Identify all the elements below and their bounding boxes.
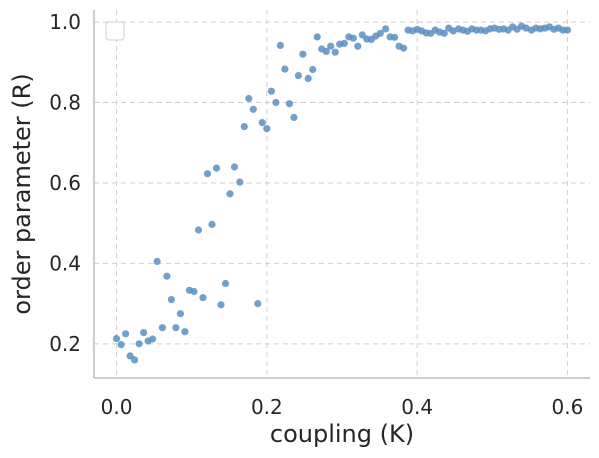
data-point: [131, 356, 139, 364]
data-points: [112, 22, 572, 364]
data-point: [294, 72, 302, 80]
data-point: [158, 324, 166, 332]
x-tick-labels: 0.0 0.2 0.4 0.6: [101, 395, 584, 419]
x-tick-label: 0.2: [251, 395, 283, 419]
data-point: [112, 335, 121, 343]
data-point: [153, 257, 161, 265]
axes: [93, 10, 590, 379]
data-point: [340, 39, 348, 48]
x-axis-label: coupling (K): [270, 420, 414, 448]
data-point: [285, 100, 293, 108]
data-point: [167, 296, 175, 304]
data-point: [221, 279, 230, 288]
data-point: [281, 65, 289, 73]
data-point: [258, 119, 266, 127]
data-point: [304, 74, 312, 82]
y-tick-labels: 0.2 0.4 0.6 0.8 1.0: [49, 10, 81, 356]
data-point: [254, 300, 262, 308]
data-point: [172, 324, 180, 332]
y-tick-label: 1.0: [49, 10, 81, 34]
data-point: [290, 113, 298, 121]
y-tick-label: 0.6: [49, 171, 81, 195]
data-point: [199, 294, 207, 302]
data-point: [263, 125, 271, 133]
data-point: [122, 330, 130, 338]
data-point: [563, 26, 572, 34]
data-point: [440, 29, 448, 37]
data-point: [349, 34, 357, 42]
data-point: [176, 310, 184, 318]
data-point: [226, 190, 234, 198]
data-point: [236, 178, 244, 186]
data-point: [117, 341, 125, 349]
data-point: [149, 335, 157, 343]
data-point: [203, 170, 212, 178]
data-point: [212, 164, 221, 172]
x-tick-label: 0.0: [101, 395, 133, 419]
x-tick-label: 0.4: [401, 395, 433, 419]
x-tick-label: 0.6: [552, 395, 584, 419]
data-point: [322, 47, 330, 56]
data-point: [217, 301, 225, 309]
y-tick-label: 0.8: [49, 91, 81, 115]
data-point: [230, 163, 239, 171]
data-point: [194, 226, 203, 234]
data-point: [181, 328, 189, 336]
data-point: [240, 123, 248, 131]
data-point: [140, 329, 148, 337]
data-point: [313, 33, 321, 41]
data-point: [309, 65, 317, 74]
data-point: [276, 41, 284, 50]
data-point: [190, 287, 198, 296]
data-point: [327, 42, 335, 50]
data-point: [299, 50, 307, 58]
data-point: [163, 272, 171, 280]
data-point: [376, 29, 384, 37]
y-tick-label: 0.4: [49, 251, 81, 275]
y-tick-label: 0.2: [49, 332, 81, 356]
y-axis-label: order parameter (R): [8, 73, 36, 314]
data-point: [400, 44, 408, 52]
data-point: [245, 94, 253, 103]
data-point: [331, 48, 339, 56]
legend-box: [105, 21, 125, 41]
grid-lines: [94, 10, 590, 378]
data-point: [391, 33, 399, 41]
data-point: [272, 98, 280, 107]
data-point: [354, 42, 362, 50]
data-point: [135, 340, 143, 348]
data-point: [267, 87, 275, 95]
data-point: [249, 105, 257, 113]
data-point: [382, 25, 390, 33]
data-point: [208, 220, 216, 228]
